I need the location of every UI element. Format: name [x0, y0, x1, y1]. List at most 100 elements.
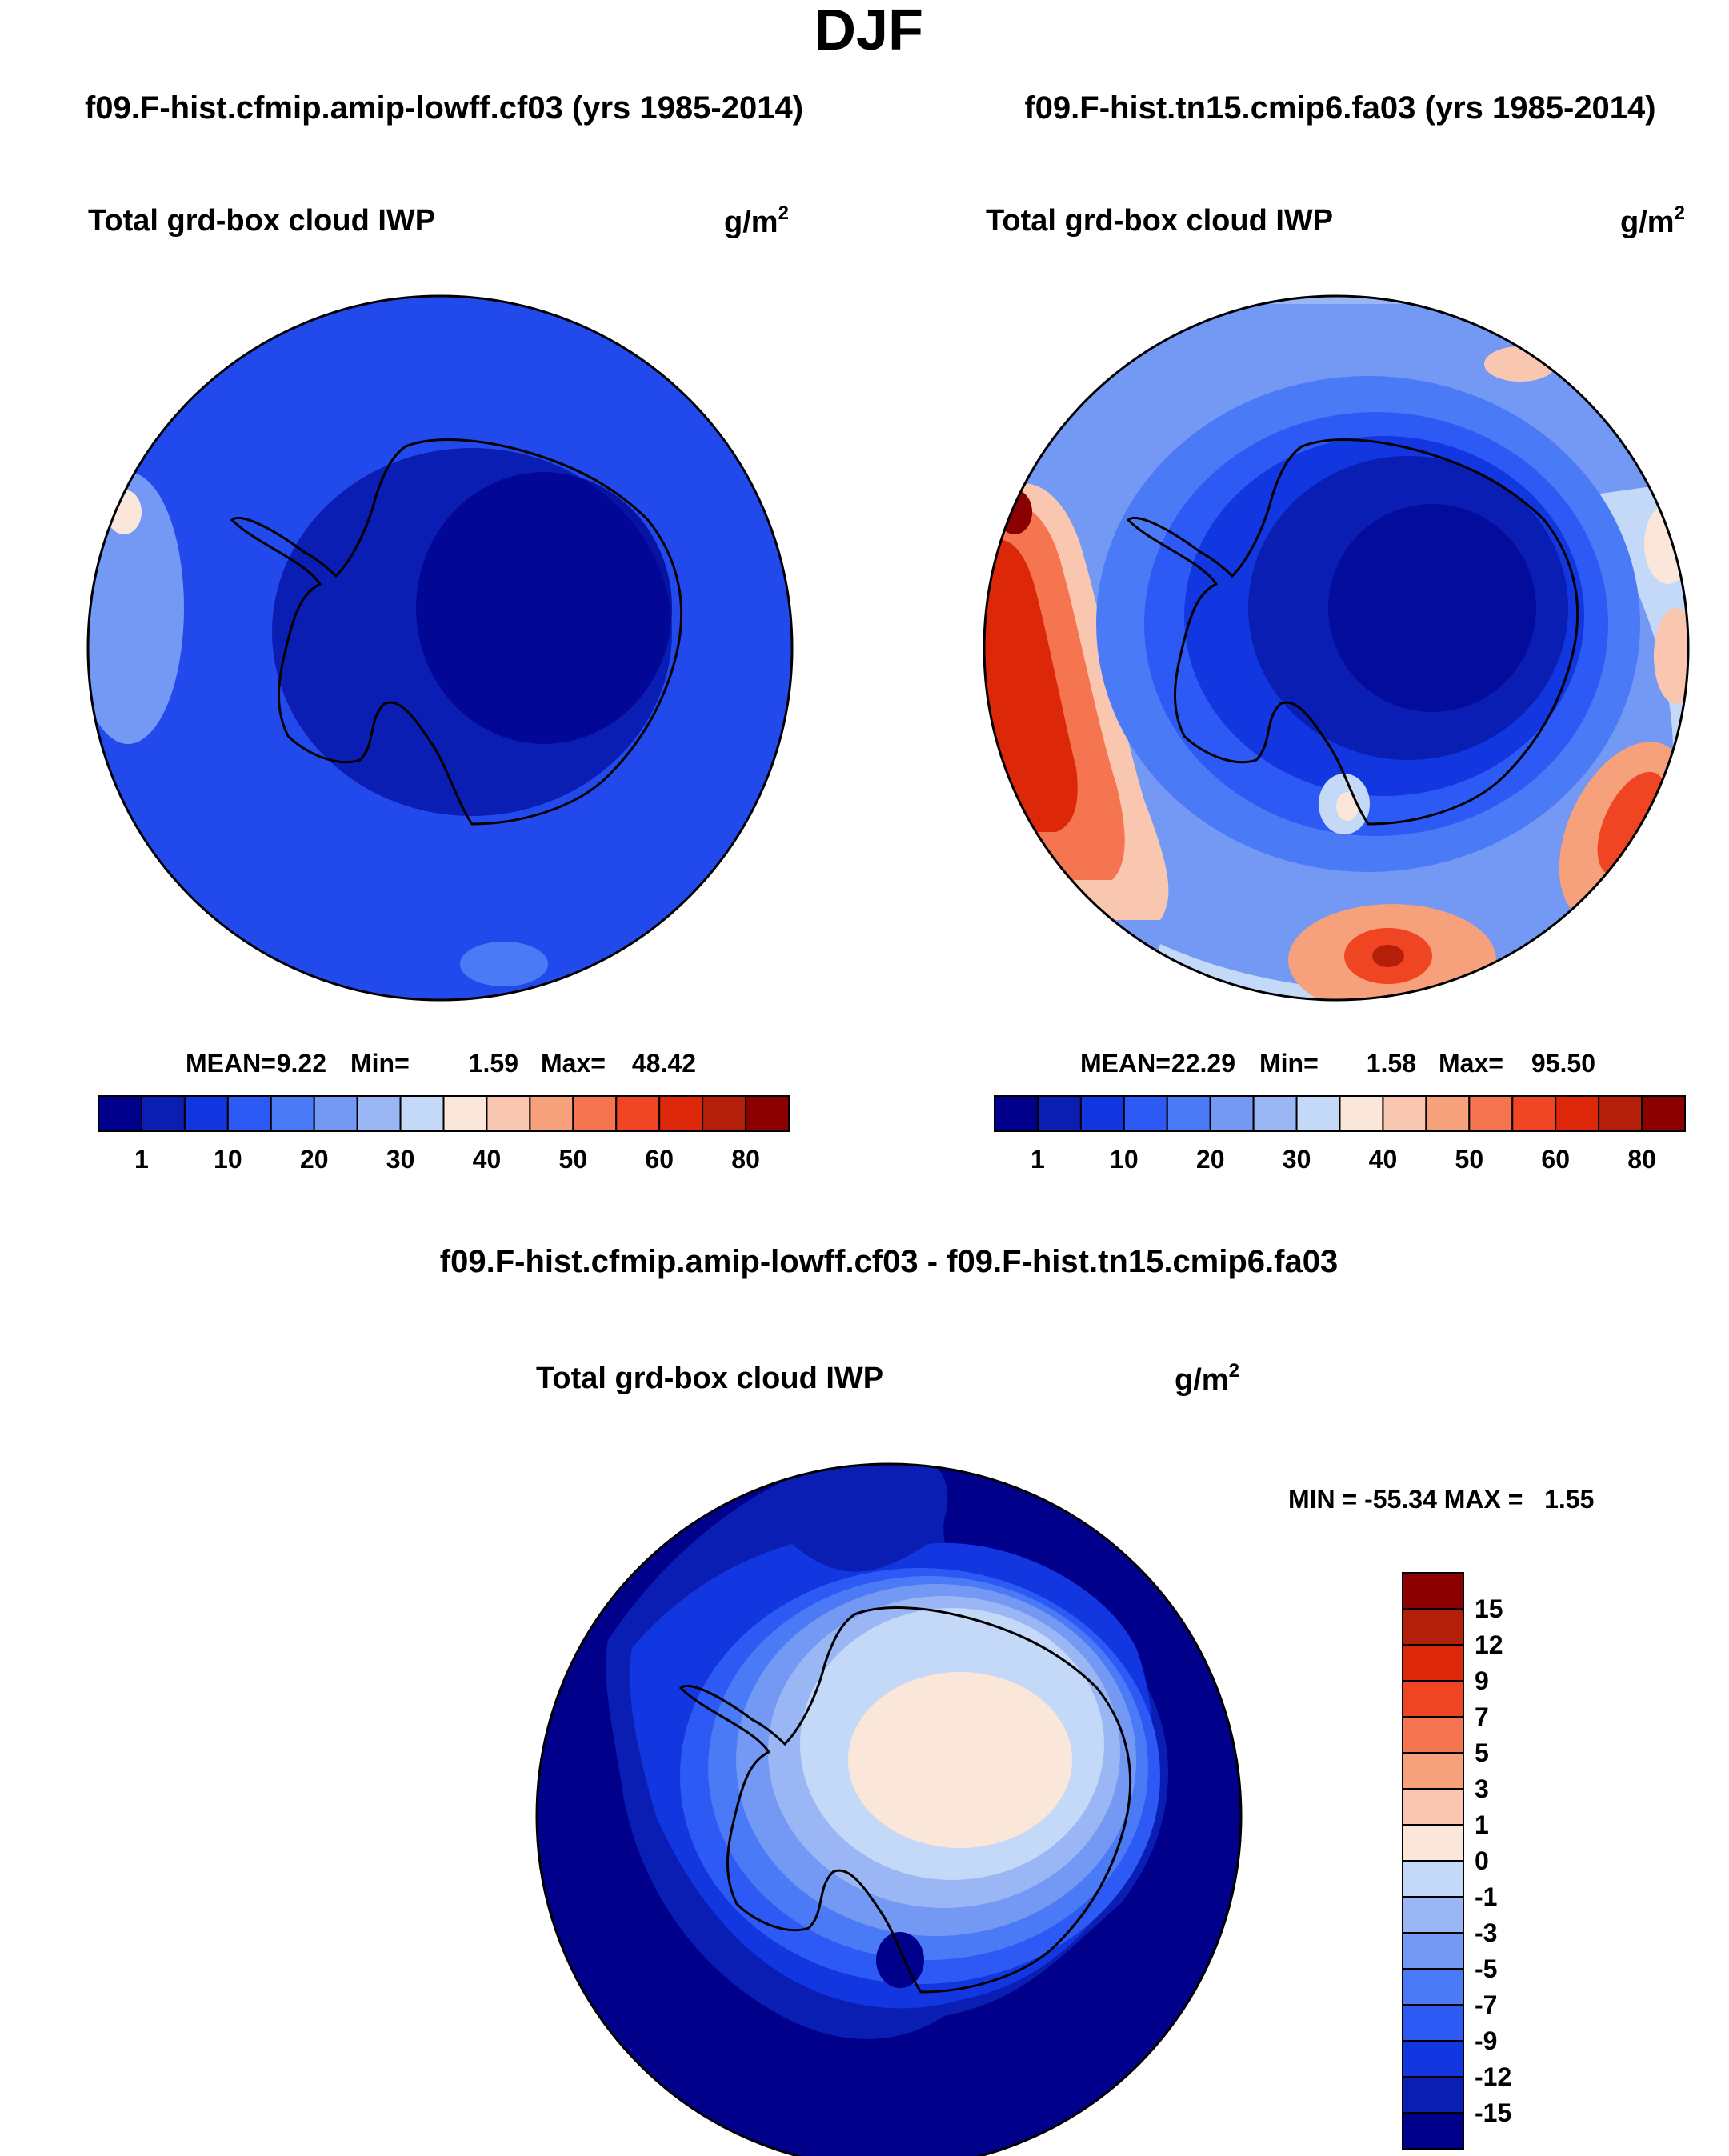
panel-1-colorbar-tick-label: 40: [473, 1145, 502, 1174]
diff-panel-colorbar-swatch-15: [1402, 2112, 1464, 2150]
panel-2-colorbar-tick-label: 40: [1369, 1145, 1398, 1174]
panel-2-colorbar-swatch-4: [1166, 1095, 1211, 1132]
panel-1-colorbar-tick-label: 10: [214, 1145, 242, 1174]
panel-2-colorbar-tick-label: 50: [1455, 1145, 1484, 1174]
panel-1-map-region-west-peak: [106, 490, 142, 534]
panel-1-colorbar-tick-label: 50: [559, 1145, 588, 1174]
panel-2-colorbar-swatch-12: [1511, 1095, 1557, 1132]
panel-2-map-region-e-patch: [1644, 504, 1688, 584]
panel-2-map: [983, 294, 1690, 1002]
panel-1-map-region-south-patch: [460, 942, 548, 986]
panel-1-colorbar: 1 10 20 30 40 50 60 80: [98, 1095, 790, 1174]
panel-2-mean-value: 22.29: [1171, 1049, 1235, 1078]
diff-panel-colorbar-swatch-6: [1402, 1788, 1464, 1826]
panel-2-case-title: f09.F-hist.tn15.cmip6.fa03 (yrs 1985-201…: [1024, 90, 1655, 126]
panel-2-colorbar-swatch-7: [1295, 1095, 1341, 1132]
diff-panel-colorbar-tick-label: -7: [1475, 1990, 1497, 2019]
panel-2-colorbar-swatch-10: [1425, 1095, 1471, 1132]
diff-panel-colorbar-swatch-5: [1402, 1752, 1464, 1790]
panel-1-colorbar-swatch-11: [572, 1095, 618, 1132]
diff-panel-colorbar-swatch-9: [1402, 1896, 1464, 1934]
panel-1-colorbar-tick-label: 60: [645, 1145, 674, 1174]
diff-panel-minmax: MIN = -55.34 MAX = 1.55: [1288, 1485, 1594, 1514]
diff-panel-colorbar-swatch-14: [1402, 2076, 1464, 2114]
panel-2-colorbar-swatch-2: [1079, 1095, 1125, 1132]
panel-2-map-region-e-patch-2: [1654, 608, 1688, 704]
panel-1-map: [86, 294, 794, 1002]
panel-1-max-label: Max=: [541, 1049, 606, 1078]
panel-2-colorbar-swatch-13: [1555, 1095, 1600, 1132]
diff-panel-colorbar-tick-label: -1: [1475, 1882, 1497, 1911]
panel-1-colorbar-tick-label: 20: [300, 1145, 329, 1174]
panel-1-colorbar-swatch-9: [486, 1095, 531, 1132]
diff-panel-colorbar-swatch-10: [1402, 1932, 1464, 1970]
panel-1-min-label: Min=: [350, 1049, 410, 1078]
panel-2-colorbar-tick-label: 30: [1283, 1145, 1311, 1174]
panel-2-map-region-west-peak: [997, 490, 1032, 534]
panel-1-variable-label: Total grd-box cloud IWP: [88, 204, 435, 238]
panel-1-mean-label: MEAN=: [186, 1049, 276, 1078]
diff-panel-colorbar-tick-label: 12: [1475, 1630, 1503, 1659]
panel-1-colorbar-swatch-4: [270, 1095, 315, 1132]
panel-2-units-label: g/m2: [1620, 202, 1685, 239]
panel-2-map-region-south-peak-core: [1372, 945, 1404, 967]
panel-1-min-value: 1.59: [469, 1049, 518, 1078]
panel-2-colorbar-swatch-0: [994, 1095, 1039, 1132]
panel-1-colorbar-swatch-15: [745, 1095, 790, 1132]
panel-2-colorbar-swatch-14: [1598, 1095, 1643, 1132]
panel-1-colorbar-swatch-3: [226, 1095, 272, 1132]
panel-2-colorbar-swatch-1: [1036, 1095, 1082, 1132]
diff-panel-colorbar-swatch-12: [1402, 2004, 1464, 2042]
panel-1-colorbar-swatch-0: [98, 1095, 142, 1132]
diff-panel-colorbar-tick-label: 15: [1475, 1594, 1503, 1623]
panel-1-colorbar-swatch-7: [399, 1095, 445, 1132]
panel-2-stats: MEAN= 22.29 Min= 1.58 Max= 95.50: [1080, 1049, 1595, 1078]
diff-panel-colorbar-tick-label: 5: [1475, 1738, 1489, 1767]
panel-2-colorbar-swatch-9: [1382, 1095, 1427, 1132]
panel-2-max-label: Max=: [1439, 1049, 1503, 1078]
diff-panel-colorbar-tick-label: 1: [1475, 1810, 1489, 1839]
panel-1-colorbar-swatch-12: [615, 1095, 661, 1132]
panel-1-colorbar-tick-label: 30: [386, 1145, 415, 1174]
diff-panel-colorbar-tick-label: -3: [1475, 1918, 1497, 1947]
diff-panel-map-region-ross-neg: [876, 1932, 924, 1988]
panel-2-colorbar-swatch-15: [1641, 1095, 1686, 1132]
panel-2-min-label: Min=: [1259, 1049, 1319, 1078]
panel-1-colorbar-swatch-5: [313, 1095, 358, 1132]
diff-panel-colorbar-tick-label: 3: [1475, 1774, 1489, 1803]
diff-panel-colorbar-swatch-7: [1402, 1824, 1464, 1862]
panel-1-units-label: g/m2: [724, 202, 789, 239]
panel-1-stats: MEAN= 9.22 Min= 1.59 Max= 48.42: [186, 1049, 696, 1078]
diff-panel-map-border: [535, 1462, 1243, 2156]
panel-2-colorbar-tick-label: 60: [1541, 1145, 1570, 1174]
panel-1-map-region-plateau: [416, 472, 672, 744]
panel-2-map-region-ross-patch-core: [1336, 792, 1359, 821]
panel-1-colorbar-swatch-10: [529, 1095, 574, 1132]
diff-panel-colorbar-swatch-11: [1402, 1968, 1464, 2006]
diff-panel-map-region-small-pos: [848, 1672, 1072, 1848]
panel-2-colorbar-swatch-5: [1209, 1095, 1255, 1132]
panel-2-colorbar-swatch-3: [1123, 1095, 1168, 1132]
panel-2-colorbar-swatch-11: [1468, 1095, 1514, 1132]
panel-1-colorbar-swatch-6: [356, 1095, 402, 1132]
diff-panel-colorbar-tick-label: 9: [1475, 1666, 1489, 1695]
diff-panel: f09.F-hist.cfmip.amip-lowff.cf03 - f09.F…: [440, 1244, 1594, 2156]
panel-2-min-value: 1.58: [1367, 1049, 1416, 1078]
diff-panel-colorbar-swatch-1: [1402, 1608, 1464, 1646]
panel-2-colorbar-tick-label: 1: [1031, 1145, 1045, 1174]
diff-panel-colorbar-tick-label: -9: [1475, 2026, 1497, 2055]
panel-1-colorbar-swatch-2: [183, 1095, 229, 1132]
panel-2: f09.F-hist.tn15.cmip6.fa03 (yrs 1985-201…: [983, 90, 1690, 1174]
panel-1-colorbar-swatch-14: [702, 1095, 747, 1132]
diff-panel-colorbar-swatch-2: [1402, 1644, 1464, 1682]
diff-panel-colorbar-swatch-4: [1402, 1716, 1464, 1754]
diff-panel-colorbar-swatch-13: [1402, 2040, 1464, 2078]
diff-panel-colorbar-tick-label: -5: [1475, 1954, 1497, 1983]
panel-2-mean-label: MEAN=: [1080, 1049, 1171, 1078]
figure-title: DJF: [814, 0, 923, 62]
panel-1: f09.F-hist.cfmip.amip-lowff.cf03 (yrs 19…: [85, 90, 803, 1174]
diff-panel-variable-label: Total grd-box cloud IWP: [536, 1362, 883, 1395]
panel-2-variable-label: Total grd-box cloud IWP: [986, 204, 1333, 238]
diff-panel-colorbar-tick-label: 7: [1475, 1702, 1489, 1731]
panel-1-colorbar-swatch-13: [658, 1095, 704, 1132]
